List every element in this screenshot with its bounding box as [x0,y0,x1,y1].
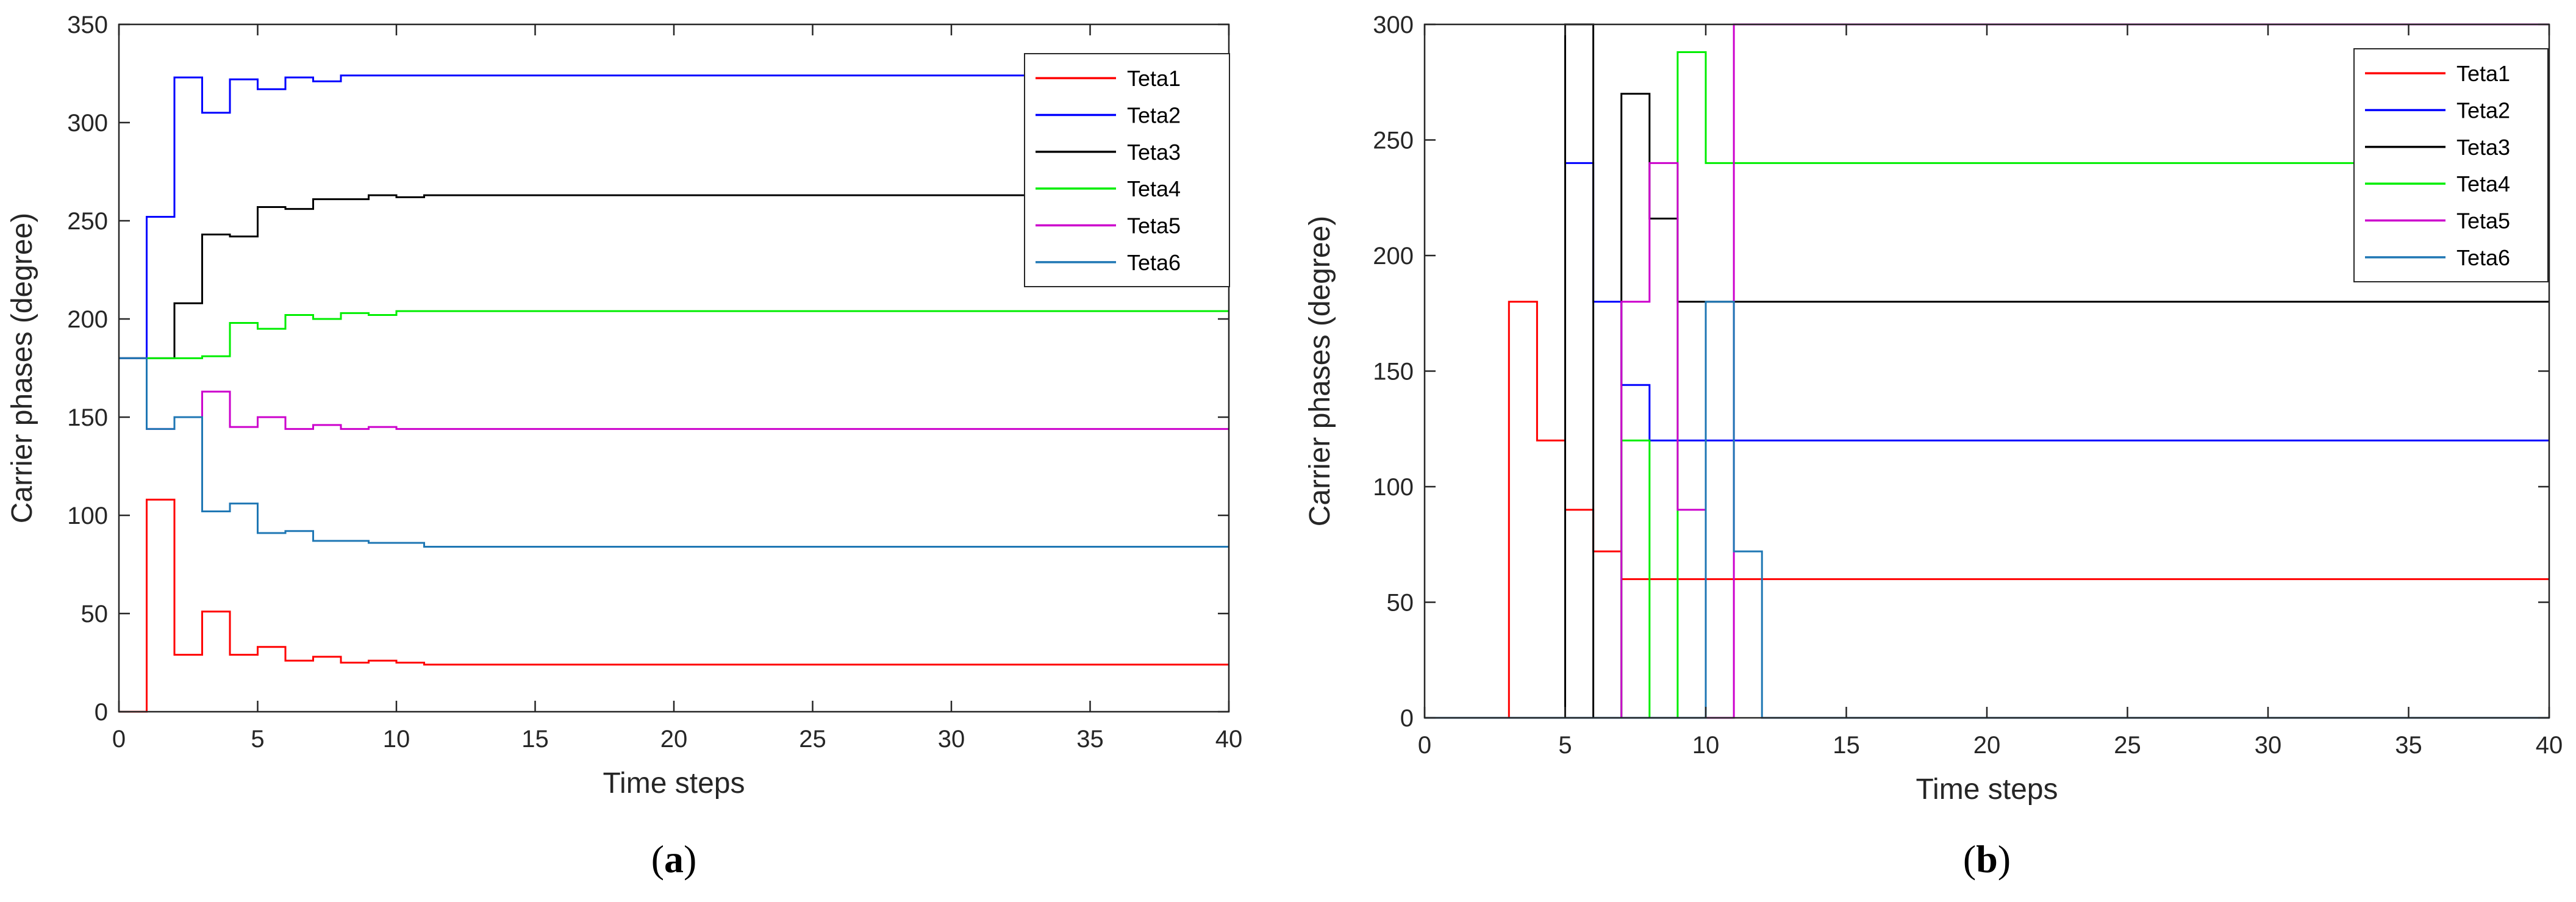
x-tick-label: 25 [799,726,826,753]
series-line-teta6 [1425,301,2549,719]
legend-box [1024,53,1230,287]
y-tick-label: 250 [1373,127,1414,154]
y-tick-label: 250 [67,208,108,235]
y-tick-label: 300 [67,110,108,137]
chart-b: 0 5 10 15 20 25 30 35 40 0 50 100 150 200 250 300 Time s… [1304,12,2563,881]
panel-label: (b) [1963,837,2011,881]
series-line-teta6 [119,357,1229,548]
x-tick-label: 0 [1418,732,1431,759]
y-tick-label: 50 [1387,590,1414,617]
x-tick-label: 15 [1833,732,1860,759]
x-tick-label: 25 [2114,732,2141,759]
y-tick-label: 150 [67,404,108,431]
legend-label-teta4: Teta4 [1127,176,1181,201]
legend-label-teta1: Teta1 [1127,66,1181,91]
x-tick-label: 35 [2395,732,2422,759]
x-tick-label: 30 [938,726,965,753]
x-tick-label: 35 [1076,726,1104,753]
legend-label-teta5: Teta5 [2456,209,2510,234]
x-tick-label: 30 [2255,732,2282,759]
x-axis-label: Time steps [1916,773,2058,806]
panel-label-close: ) [684,837,696,881]
x-tick-label: 40 [2536,732,2563,759]
legend-label-teta2: Teta2 [2456,98,2510,123]
x-tick-label: 40 [1215,726,1243,753]
x-tick-label: 15 [521,726,549,753]
legend-label-teta5: Teta5 [1127,213,1181,238]
series-line-teta3 [119,194,1229,359]
x-tick-label: 0 [112,726,126,753]
panel-label-letter: b [1976,837,1998,881]
panel-label-open: ( [1963,837,1976,881]
series-line-teta5 [1425,23,2549,719]
legend-label-teta6: Teta6 [2456,245,2510,270]
y-axis-label: Carrier phases (degree) [6,213,38,524]
panel-label-close: ) [1998,837,2011,881]
legend-label-teta1: Teta1 [2456,61,2510,86]
legend-label-teta4: Teta4 [2456,171,2510,196]
x-tick-label: 10 [383,726,410,753]
y-tick-label: 50 [81,601,109,628]
y-tick-label: 100 [67,503,108,529]
series-line-teta4 [119,310,1229,359]
panel-label-letter: a [664,837,684,881]
x-tick-label: 5 [251,726,264,753]
y-tick-label: 300 [1373,12,1414,38]
legend: Teta1 Teta2 Teta3 Teta4 Teta5 Teta6 [2353,48,2549,282]
series-line-teta1 [119,498,1229,713]
legend-label-teta2: Teta2 [1127,103,1181,128]
legend-label-teta6: Teta6 [1127,250,1181,275]
chart-a: 0 5 10 15 20 25 30 35 40 0 50 100 150 200 250 300 350 Tim… [6,12,1243,881]
y-tick-label: 350 [67,12,108,38]
panel-label-open: ( [651,837,664,881]
y-tick-label: 0 [95,699,108,726]
y-tick-label: 100 [1373,474,1414,501]
y-axis-label: Carrier phases (degree) [1304,216,1336,527]
x-tick-label: 5 [1558,732,1572,759]
legend-label-teta3: Teta3 [1127,140,1181,165]
series-line-teta2 [119,74,1229,359]
panel-label: (a) [651,837,697,881]
legend-label-teta3: Teta3 [2456,135,2510,160]
legend: Teta1 Teta2 Teta3 Teta4 Teta5 Teta6 [1024,53,1230,287]
x-tick-label: 10 [1692,732,1720,759]
y-tick-label: 200 [67,306,108,333]
y-tick-label: 150 [1373,359,1414,385]
x-tick-label: 20 [660,726,688,753]
legend-box [2353,48,2549,282]
y-tick-label: 200 [1373,243,1414,270]
y-tick-label: 0 [1400,705,1414,732]
x-axis-label: Time steps [603,767,745,800]
x-tick-label: 20 [1973,732,2001,759]
